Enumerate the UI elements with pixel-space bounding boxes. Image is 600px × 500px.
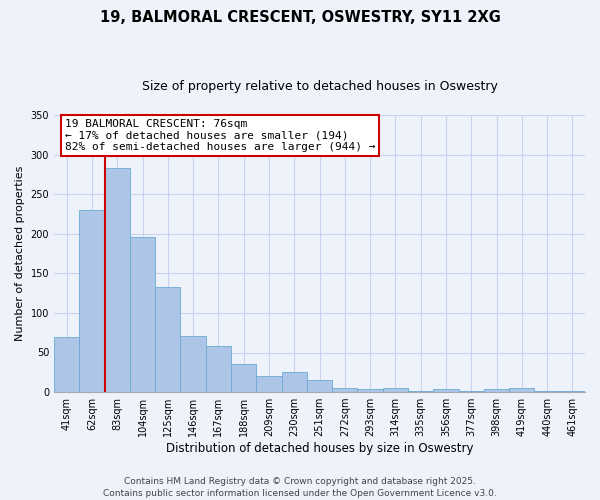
Bar — [231, 364, 256, 392]
Bar — [256, 376, 281, 392]
Text: 19, BALMORAL CRESCENT, OSWESTRY, SY11 2XG: 19, BALMORAL CRESCENT, OSWESTRY, SY11 2X… — [100, 10, 500, 25]
Bar — [332, 388, 358, 392]
X-axis label: Distribution of detached houses by size in Oswestry: Distribution of detached houses by size … — [166, 442, 473, 455]
Bar — [433, 389, 458, 392]
Bar — [181, 336, 206, 392]
Bar — [509, 388, 535, 392]
Bar — [408, 390, 433, 392]
Bar — [281, 372, 307, 392]
Text: Contains HM Land Registry data © Crown copyright and database right 2025.
Contai: Contains HM Land Registry data © Crown c… — [103, 476, 497, 498]
Bar — [383, 388, 408, 392]
Text: 19 BALMORAL CRESCENT: 76sqm
← 17% of detached houses are smaller (194)
82% of se: 19 BALMORAL CRESCENT: 76sqm ← 17% of det… — [65, 119, 375, 152]
Bar — [54, 336, 79, 392]
Bar — [79, 210, 104, 392]
Bar — [130, 237, 155, 392]
Bar — [358, 389, 383, 392]
Y-axis label: Number of detached properties: Number of detached properties — [15, 166, 25, 341]
Bar — [104, 168, 130, 392]
Bar — [307, 380, 332, 392]
Bar — [155, 287, 181, 392]
Title: Size of property relative to detached houses in Oswestry: Size of property relative to detached ho… — [142, 80, 497, 93]
Bar — [484, 389, 509, 392]
Bar — [206, 346, 231, 392]
